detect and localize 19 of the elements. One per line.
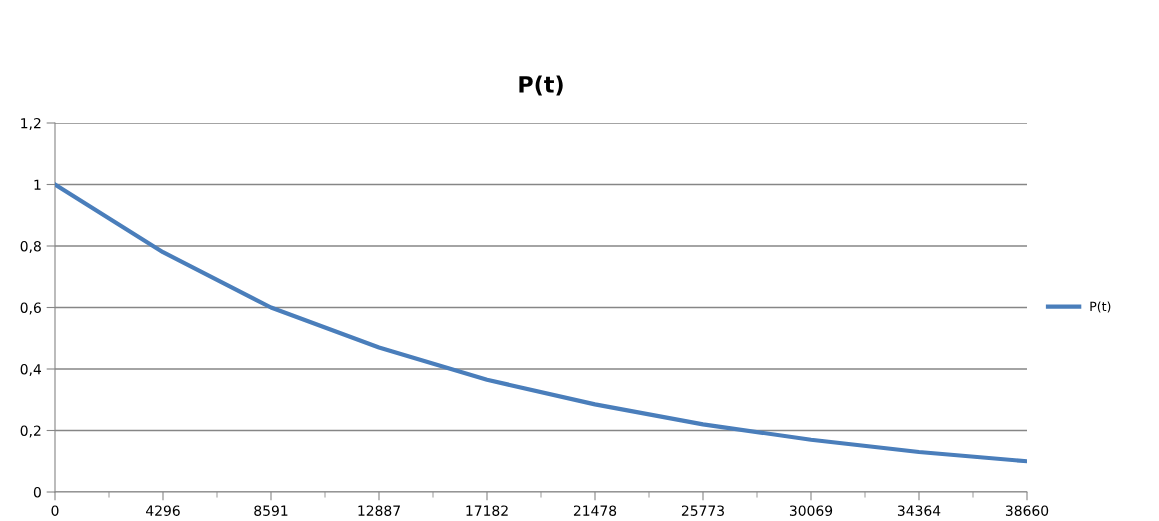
y-tick-label: 1 <box>34 179 41 190</box>
x-tick-label: 30069 <box>789 505 833 516</box>
y-tick-label: 0,6 <box>20 302 41 315</box>
x-tick-label: 0 <box>51 505 59 516</box>
y-tick-label: 1,2 <box>21 117 41 130</box>
x-tick-label: 8591 <box>254 505 288 516</box>
x-tick-label: 21478 <box>573 505 617 516</box>
y-tick-label: 0,2 <box>20 425 41 438</box>
x-tick-label: 4296 <box>146 505 180 516</box>
legend-label: P(t) <box>1090 301 1111 313</box>
y-tick-label: 0 <box>33 486 41 498</box>
x-tick-label: 17182 <box>466 505 508 516</box>
x-tick-label: 12887 <box>358 505 400 516</box>
chart-title: P(t) <box>519 75 563 96</box>
y-tick-label: 0,8 <box>20 240 41 253</box>
x-tick-label: 38660 <box>1005 505 1049 516</box>
y-tick-label: 0,4 <box>20 363 42 376</box>
x-tick-label: 34364 <box>897 505 941 516</box>
x-tick-label: 25773 <box>681 505 724 516</box>
